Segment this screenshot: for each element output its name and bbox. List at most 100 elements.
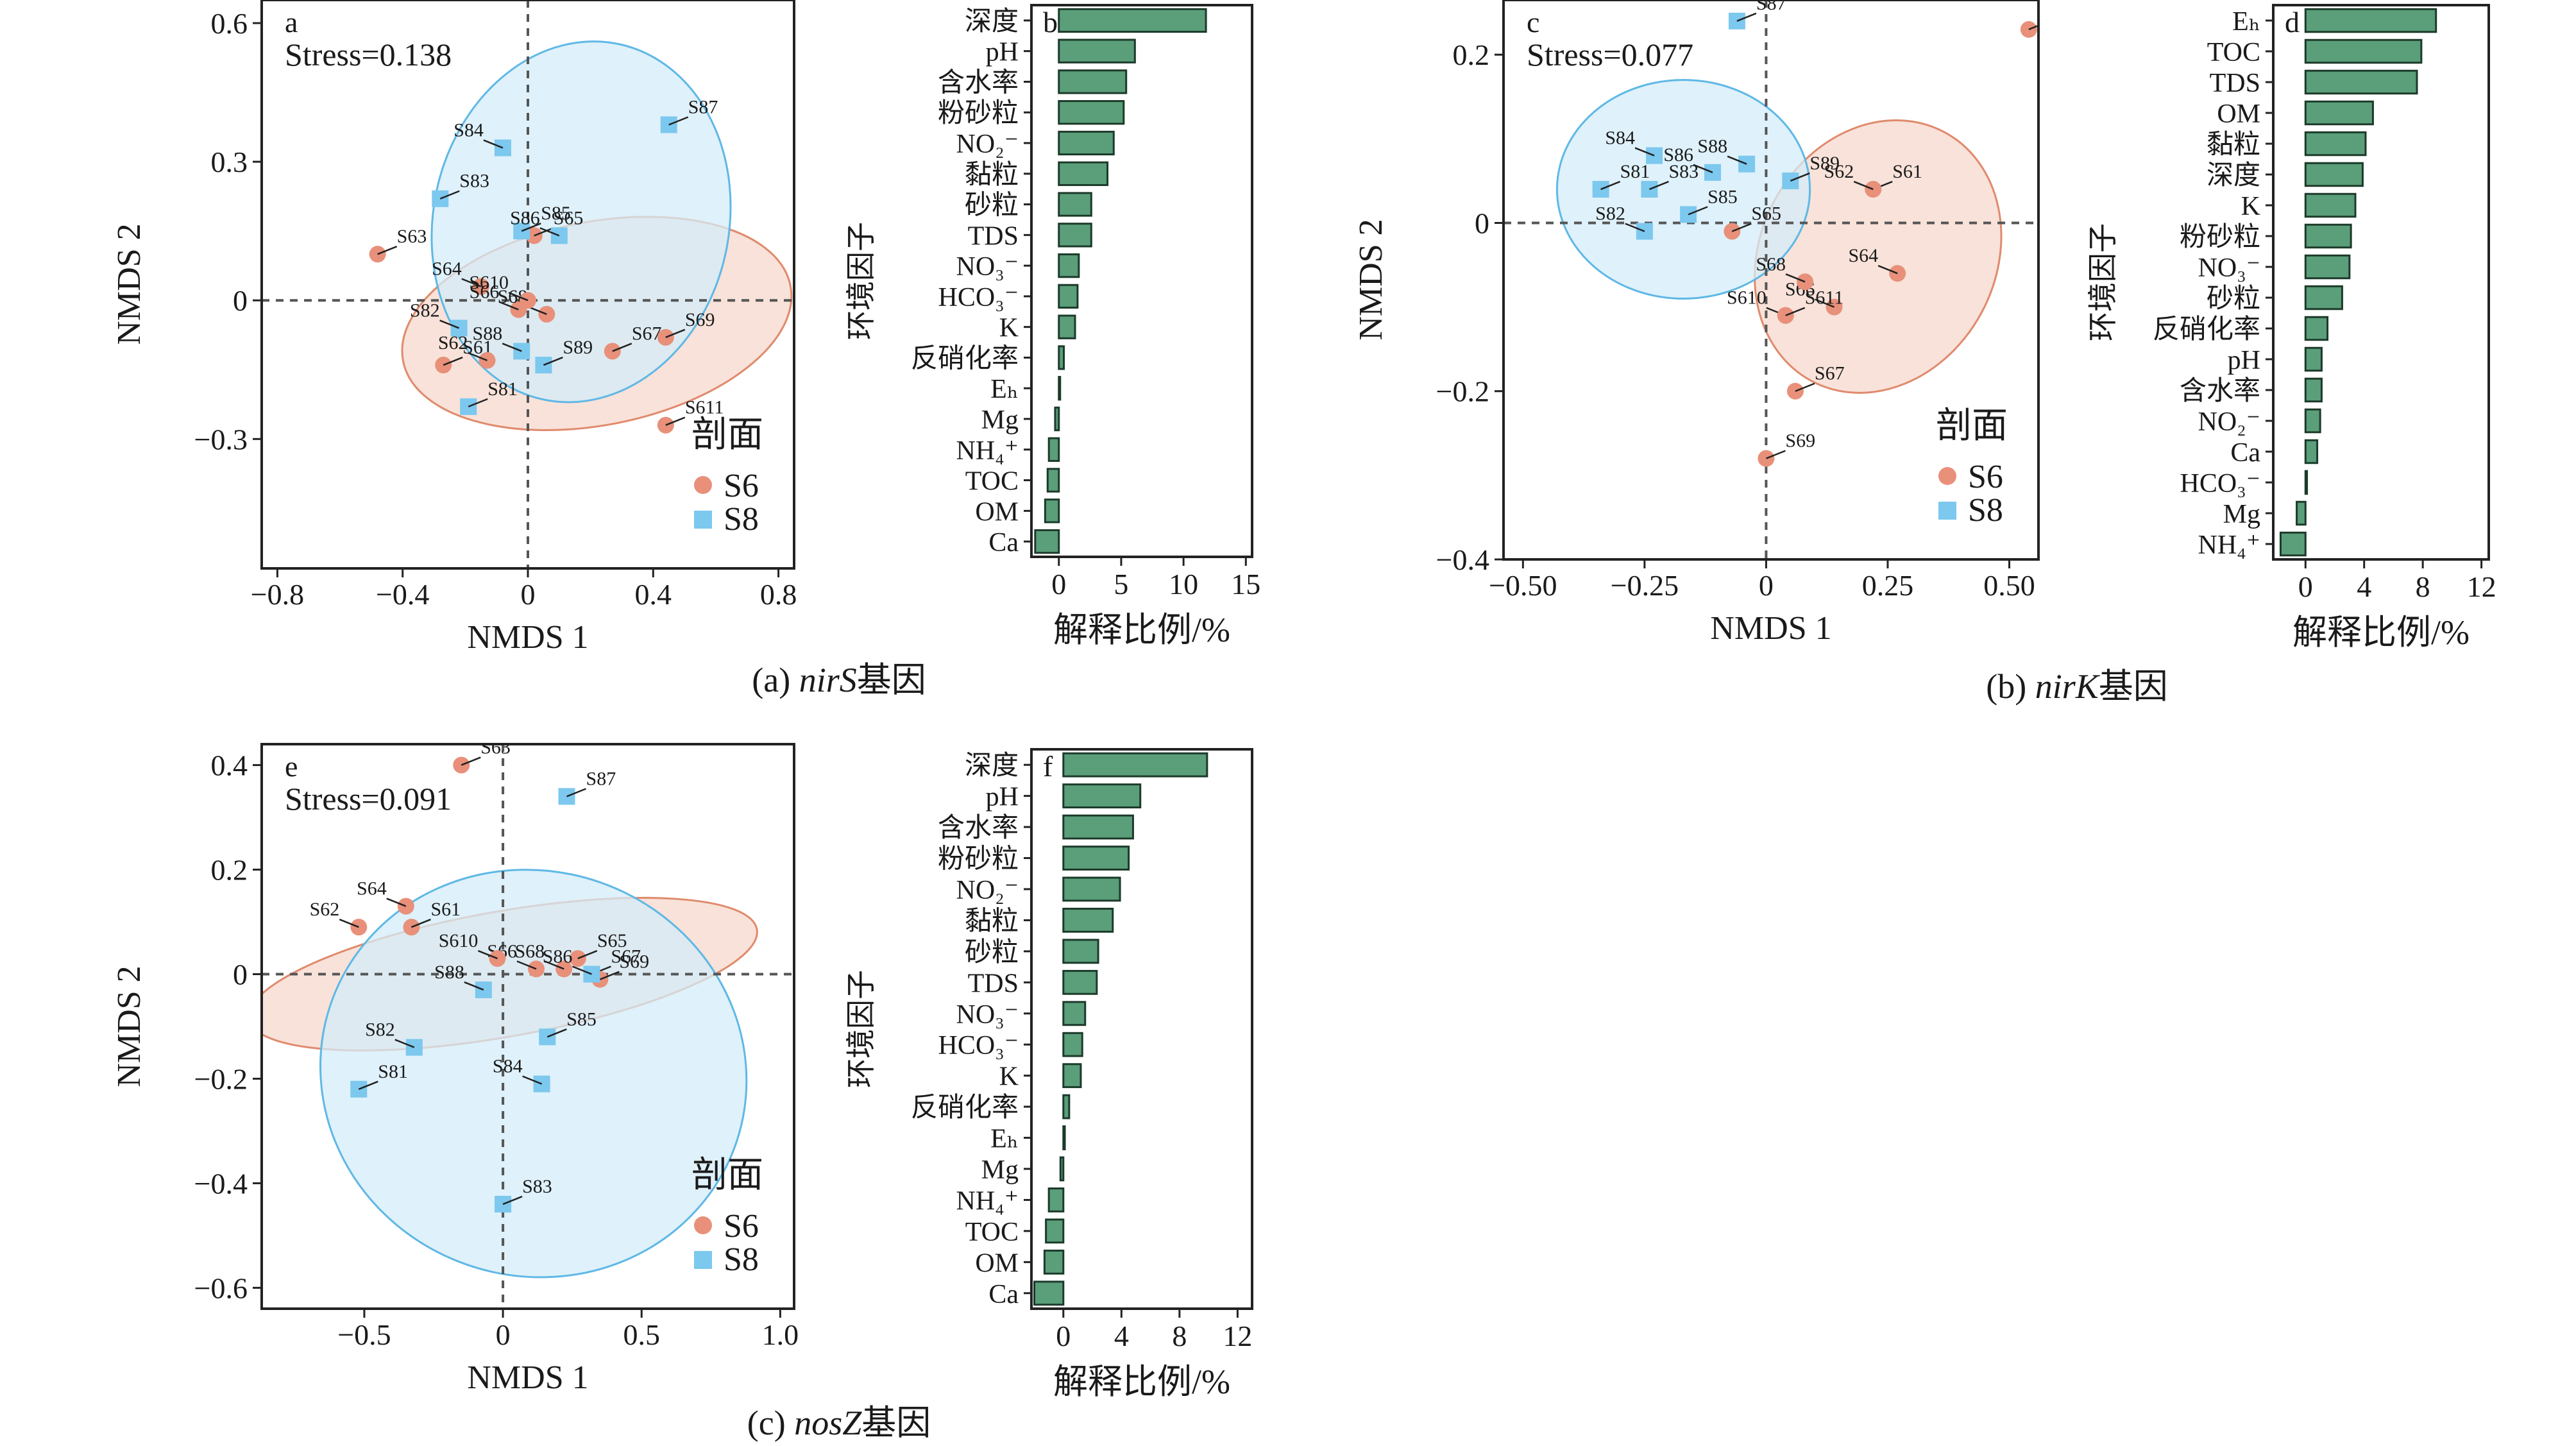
point-label-s84: S84: [493, 1056, 523, 1077]
confidence-ellipse-s8: [319, 869, 748, 1279]
leader-s66: [498, 301, 519, 310]
category-label-12: Eₕ: [990, 375, 1019, 404]
point-label-s88: S88: [473, 323, 503, 344]
confidence-ellipse-s8: [1555, 79, 1811, 300]
category-label-14: NH₄⁺: [956, 1186, 1019, 1216]
x-tick-label: 4: [2357, 570, 2371, 603]
leader-s83: [439, 190, 460, 200]
leader-s81: [358, 1080, 378, 1090]
category-label-11: pH: [2228, 346, 2260, 375]
bar-2: [1062, 814, 1134, 840]
bar-15: [1045, 1218, 1065, 1244]
plot-frame: [1030, 748, 1253, 1310]
bar-0: [2304, 8, 2437, 33]
point-label-s611: S611: [1805, 287, 1844, 309]
bar-13: [1054, 406, 1060, 432]
category-label-2: TDS: [2210, 69, 2260, 98]
point-label-s69: S69: [619, 951, 649, 973]
category-label-0: 深度: [965, 751, 1019, 781]
y-axis-title: NMDS 2: [1353, 219, 1389, 340]
leader-s61: [411, 919, 431, 928]
category-label-6: 砂粒: [965, 191, 1019, 221]
category-label-16: OM: [975, 497, 1019, 527]
bar-1: [1062, 783, 1142, 809]
legend-label-s6: S6: [1968, 459, 2003, 495]
category-label-5: 黏粒: [965, 906, 1019, 936]
x-tick-label: 0: [1051, 568, 1066, 600]
bar-12: [2304, 377, 2323, 403]
plot-frame: [1030, 4, 1253, 558]
point-label-s62: S62: [1824, 161, 1854, 182]
point-label-s63: S63: [2048, 1, 2078, 22]
bar-11: [1058, 345, 1065, 370]
bar-6: [2304, 192, 2357, 218]
x-tick-label: 0.50: [1983, 569, 2035, 602]
point-label-s86: S86: [543, 946, 573, 967]
leader-s69: [1765, 450, 1786, 459]
leader-s87: [668, 116, 689, 126]
panel-letter: c: [1527, 6, 1539, 38]
category-label-4: NO₂⁻: [956, 876, 1019, 905]
panel-letter: b: [1043, 6, 1058, 38]
leader-s86: [1693, 164, 1713, 173]
bar-3: [1062, 846, 1130, 871]
point-label-s82: S82: [365, 1019, 395, 1041]
category-label-3: OM: [2217, 99, 2260, 129]
x-axis-title: 解释比例/%: [1053, 611, 1230, 649]
leader-s85: [547, 1028, 567, 1038]
leader-s88: [464, 981, 484, 991]
bar-4: [1058, 130, 1115, 156]
point-label-s83: S83: [522, 1176, 552, 1197]
panel-letter: a: [285, 6, 298, 38]
legend-marker-s6: [694, 476, 712, 494]
x-tick-label: −0.25: [1611, 569, 1679, 602]
leader-s82: [394, 1039, 415, 1048]
leader-s85: [1688, 206, 1708, 216]
y-tick-label: 0: [1475, 207, 1489, 239]
bar-plot-f: 深度pH含水率粉砂粒NO₂⁻黏粒砂粒TDSNO₃⁻HCO₃⁻K反硝化率EₕMgN…: [845, 748, 1253, 1401]
bar-17: [2279, 531, 2307, 557]
point-label-s81: S81: [378, 1061, 408, 1082]
category-label-14: Ca: [2230, 438, 2260, 468]
bar-13: [1059, 1156, 1065, 1182]
caption-prefix: (b): [1986, 667, 2035, 706]
category-label-17: Ca: [988, 1280, 1019, 1309]
category-label-16: OM: [975, 1248, 1019, 1278]
bar-10: [2304, 316, 2329, 341]
nmds-plot-a: S61S62S63S64S65S66S67S68S69S610S611S81S8…: [111, 0, 797, 656]
legend-marker-s6: [1938, 467, 1956, 485]
category-label-1: pH: [986, 783, 1019, 812]
bar-17: [1034, 529, 1060, 554]
y-tick-label: −0.4: [1436, 543, 1489, 576]
category-label-10: K: [999, 314, 1019, 343]
point-label-s84: S84: [453, 120, 484, 141]
leader-s65: [577, 949, 598, 960]
y-axis-title: 环境因子: [2087, 223, 2119, 341]
bar-8: [2304, 254, 2351, 280]
point-label-s88: S88: [1697, 136, 1727, 157]
bar-7: [2304, 223, 2352, 249]
legend-label-s6: S6: [724, 468, 759, 504]
stress-label: Stress=0.091: [285, 781, 452, 817]
y-tick-label: −0.2: [1436, 375, 1489, 408]
y-tick-label: −0.4: [194, 1167, 248, 1200]
bar-14: [1047, 1187, 1065, 1212]
legend-marker-s8: [694, 1251, 712, 1269]
leader-s611: [665, 416, 686, 426]
leader-s610: [477, 949, 498, 960]
point-label-s64: S64: [1848, 245, 1878, 266]
leader-s84: [483, 139, 504, 149]
stress-label: Stress=0.077: [1527, 37, 1693, 72]
point-label-s87: S87: [1756, 0, 1786, 14]
category-label-16: Mg: [2223, 500, 2260, 529]
x-axis-title: NMDS 1: [1710, 610, 1831, 647]
x-tick-label: 8: [1172, 1320, 1187, 1352]
leader-s88: [1727, 155, 1747, 165]
point-label-s63: S63: [480, 737, 511, 758]
point-label-s87: S87: [586, 768, 616, 789]
y-axis-title: NMDS 2: [111, 965, 148, 1087]
y-tick-label: −0.6: [194, 1272, 248, 1304]
leader-s88: [502, 343, 522, 352]
bar-5: [2304, 162, 2364, 187]
